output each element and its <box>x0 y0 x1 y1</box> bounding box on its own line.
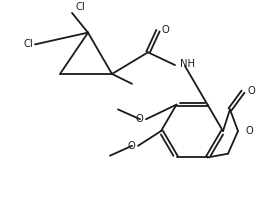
Text: O: O <box>162 25 170 35</box>
Text: NH: NH <box>180 59 195 69</box>
Text: O: O <box>127 141 135 151</box>
Text: Cl: Cl <box>75 2 85 12</box>
Text: O: O <box>135 114 143 124</box>
Text: O: O <box>246 126 254 136</box>
Text: Cl: Cl <box>23 39 33 50</box>
Text: O: O <box>247 86 255 96</box>
